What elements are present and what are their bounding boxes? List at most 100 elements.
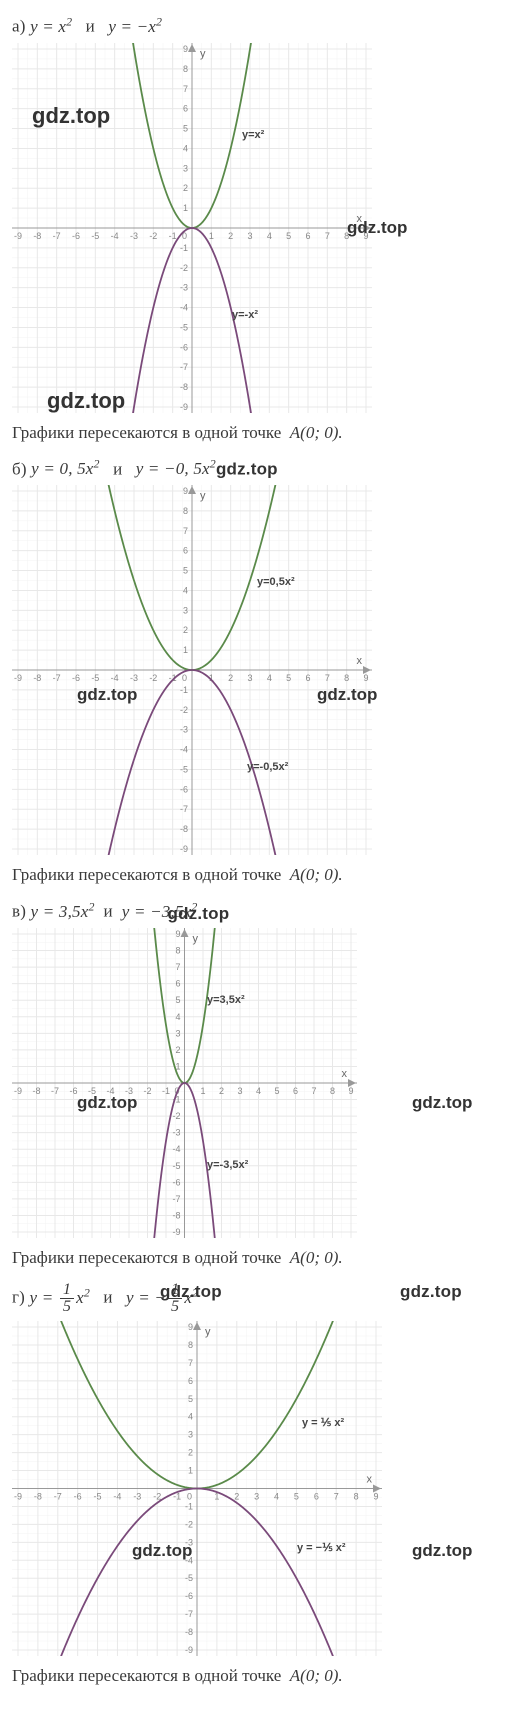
svg-text:-6: -6 — [180, 342, 188, 352]
svg-text:-3: -3 — [130, 231, 138, 241]
svg-text:2: 2 — [228, 673, 233, 683]
svg-text:-5: -5 — [94, 1492, 102, 1502]
watermark: gdz.top — [216, 459, 278, 478]
svg-text:9: 9 — [363, 673, 368, 683]
problem-v-text: в) y = 3,5x2 и y = −3,5x2gdz.top — [12, 899, 504, 922]
svg-text:-7: -7 — [185, 1609, 193, 1619]
svg-text:7: 7 — [325, 231, 330, 241]
svg-text:3: 3 — [247, 673, 252, 683]
eq-a1: y = x2 — [30, 17, 72, 36]
svg-text:-6: -6 — [185, 1591, 193, 1601]
svg-text:1: 1 — [183, 645, 188, 655]
svg-text:x: x — [342, 1068, 348, 1080]
svg-text:-1: -1 — [180, 243, 188, 253]
svg-text:-4: -4 — [185, 1556, 193, 1566]
svg-text:y=0,5x²: y=0,5x² — [257, 576, 295, 588]
svg-text:-4: -4 — [106, 1086, 114, 1096]
svg-text:-5: -5 — [180, 765, 188, 775]
svg-text:-3: -3 — [180, 282, 188, 292]
svg-text:1: 1 — [183, 203, 188, 213]
point-a: A(0; 0). — [290, 423, 343, 442]
svg-text:-8: -8 — [172, 1210, 180, 1220]
svg-text:-5: -5 — [172, 1161, 180, 1171]
svg-text:-8: -8 — [180, 824, 188, 834]
label-b: б) — [12, 459, 27, 478]
point-v: A(0; 0). — [290, 1248, 343, 1267]
svg-text:7: 7 — [188, 1358, 193, 1368]
svg-text:3: 3 — [183, 163, 188, 173]
svg-text:3: 3 — [175, 1028, 180, 1038]
svg-text:8: 8 — [330, 1086, 335, 1096]
svg-text:-7: -7 — [180, 362, 188, 372]
eq-v2: y = −3,5x2 — [122, 902, 198, 921]
eq-b1: y = 0, 5x2 — [31, 459, 100, 478]
chart-a: -9-8-7-6-5-4-3-2-1123456789-9-8-7-6-5-4-… — [12, 43, 372, 413]
result-v: Графики пересекаются в одной точке A(0; … — [12, 1248, 504, 1268]
svg-text:y = ⅕ x²: y = ⅕ x² — [302, 1417, 344, 1429]
svg-text:9: 9 — [188, 1322, 193, 1332]
svg-text:4: 4 — [175, 1012, 180, 1022]
svg-text:2: 2 — [234, 1492, 239, 1502]
svg-text:8: 8 — [175, 946, 180, 956]
svg-text:7: 7 — [325, 673, 330, 683]
eq-g2: y = −15x2 — [126, 1288, 198, 1307]
watermark: gdz.top — [412, 1541, 472, 1561]
svg-text:6: 6 — [293, 1086, 298, 1096]
svg-text:x: x — [357, 655, 363, 667]
problem-g-text: г) y = 15x2 и y = −15x2 gdz.top gdz.top — [12, 1282, 504, 1315]
svg-text:3: 3 — [247, 231, 252, 241]
svg-text:6: 6 — [305, 231, 310, 241]
point-b: A(0; 0). — [290, 865, 343, 884]
svg-text:3: 3 — [237, 1086, 242, 1096]
svg-text:7: 7 — [334, 1492, 339, 1502]
svg-text:-7: -7 — [180, 805, 188, 815]
svg-text:-9: -9 — [180, 844, 188, 854]
svg-text:y = −⅕ x²: y = −⅕ x² — [297, 1542, 346, 1554]
svg-text:-1: -1 — [180, 685, 188, 695]
svg-text:-7: -7 — [53, 231, 61, 241]
svg-text:y: y — [200, 48, 206, 60]
svg-text:-8: -8 — [32, 1086, 40, 1096]
and-a: и — [86, 17, 95, 36]
svg-text:-7: -7 — [51, 1086, 59, 1096]
svg-text:-3: -3 — [125, 1086, 133, 1096]
svg-text:2: 2 — [183, 183, 188, 193]
svg-text:y: y — [193, 933, 199, 945]
svg-text:-8: -8 — [33, 231, 41, 241]
svg-text:8: 8 — [354, 1492, 359, 1502]
svg-text:4: 4 — [256, 1086, 261, 1096]
svg-text:5: 5 — [175, 995, 180, 1005]
svg-text:6: 6 — [183, 546, 188, 556]
svg-text:9: 9 — [363, 231, 368, 241]
svg-text:y: y — [205, 1326, 211, 1338]
result-b: Графики пересекаются в одной точке A(0; … — [12, 865, 504, 885]
svg-text:-3: -3 — [130, 673, 138, 683]
svg-text:-1: -1 — [162, 1086, 170, 1096]
svg-text:-8: -8 — [34, 1492, 42, 1502]
svg-text:-6: -6 — [72, 673, 80, 683]
svg-text:-3: -3 — [133, 1492, 141, 1502]
svg-text:4: 4 — [183, 143, 188, 153]
chart-v: -9-8-7-6-5-4-3-2-1123456789-9-8-7-6-5-4-… — [12, 928, 357, 1238]
svg-text:2: 2 — [219, 1086, 224, 1096]
svg-text:4: 4 — [274, 1492, 279, 1502]
svg-text:-9: -9 — [180, 402, 188, 412]
svg-text:5: 5 — [183, 566, 188, 576]
chart-b: -9-8-7-6-5-4-3-2-1123456789-9-8-7-6-5-4-… — [12, 485, 372, 855]
svg-text:7: 7 — [311, 1086, 316, 1096]
and-v: и — [104, 902, 113, 921]
svg-text:y: y — [200, 490, 206, 502]
svg-text:5: 5 — [188, 1394, 193, 1404]
svg-text:9: 9 — [175, 929, 180, 939]
svg-text:9: 9 — [183, 44, 188, 54]
svg-text:-2: -2 — [185, 1520, 193, 1530]
svg-text:-2: -2 — [180, 262, 188, 272]
svg-text:3: 3 — [183, 606, 188, 616]
svg-text:2: 2 — [188, 1448, 193, 1458]
svg-text:y=-0,5x²: y=-0,5x² — [247, 761, 289, 773]
svg-text:-4: -4 — [111, 231, 119, 241]
svg-text:7: 7 — [175, 962, 180, 972]
chart-g-wrap: -9-8-7-6-5-4-3-2-1123456789-9-8-7-6-5-4-… — [12, 1321, 504, 1656]
svg-text:9: 9 — [348, 1086, 353, 1096]
svg-text:-9: -9 — [185, 1645, 193, 1655]
